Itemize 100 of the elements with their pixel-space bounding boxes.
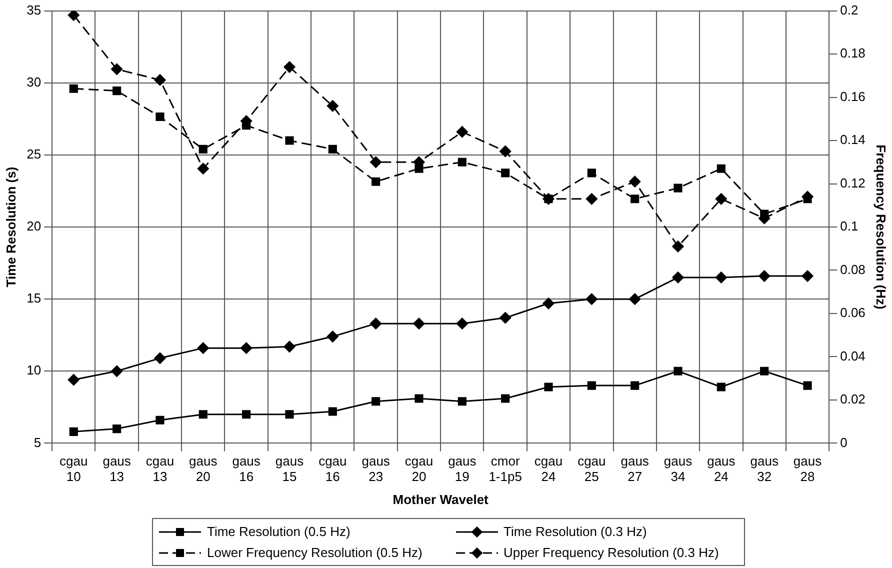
x-tick-label: gaus 13 <box>102 454 132 484</box>
x-tick-label: gaus 34 <box>664 454 693 484</box>
y2-tick-label: 0.06 <box>840 305 866 320</box>
point <box>629 176 641 188</box>
legend-label: Upper Frequency Resolution (0.3 Hz) <box>504 545 719 560</box>
point <box>630 194 640 204</box>
point <box>198 410 208 419</box>
x-tick-label: gaus 19 <box>448 454 477 484</box>
point <box>629 293 641 305</box>
point <box>672 240 684 252</box>
point <box>370 156 382 168</box>
point <box>715 193 727 205</box>
y-tick-label: 10 <box>26 362 42 378</box>
point <box>802 270 814 282</box>
point <box>630 381 640 390</box>
y-tick-label: 5 <box>34 434 42 450</box>
x-axis-title: Mother Wavelet <box>392 492 490 507</box>
y-tick-label: 15 <box>26 290 42 306</box>
point <box>112 86 122 96</box>
point <box>198 144 208 154</box>
point <box>328 407 337 416</box>
point <box>285 136 294 145</box>
legend-label: Time Resolution (0.3 Hz) <box>504 524 647 539</box>
y2-tick-label: 0.08 <box>840 262 866 277</box>
point <box>542 298 554 310</box>
point <box>458 158 466 166</box>
y2-tick-label: 0.12 <box>840 175 866 190</box>
x-tick-label: gaus 32 <box>750 454 779 484</box>
point <box>69 427 78 436</box>
x-tick-label: cgau 24 <box>534 454 563 484</box>
x-tick-label: gaus 15 <box>275 454 304 484</box>
y-tick-label: 30 <box>26 74 42 90</box>
y-axis-title: Time Resolution (s) <box>3 166 18 288</box>
point <box>328 144 337 154</box>
point <box>758 270 770 282</box>
point <box>803 194 812 204</box>
point <box>68 374 80 386</box>
point <box>154 352 166 364</box>
y-tick-label: 20 <box>26 218 42 234</box>
point <box>760 366 769 376</box>
point <box>370 318 382 330</box>
x-tick-label: gaus 16 <box>232 454 261 484</box>
point <box>500 146 512 158</box>
y2-tick-label: 0.2 <box>840 2 858 18</box>
point <box>111 63 123 75</box>
x-tick-label: cgau 10 <box>60 454 88 484</box>
y2-axis-title: Frequency Resolution (Hz) <box>874 144 889 310</box>
point <box>716 164 726 173</box>
point <box>586 293 598 305</box>
y2-tick-label: 0.16 <box>840 88 866 104</box>
point <box>154 74 166 86</box>
x-tick-label: gaus 20 <box>189 454 218 484</box>
y-tick-label: 25 <box>26 146 42 162</box>
point <box>240 342 252 354</box>
y2-tick-label: 0.14 <box>840 132 866 148</box>
point <box>458 397 466 406</box>
point <box>111 365 123 377</box>
point <box>672 272 684 284</box>
y2-tick-label: 0.04 <box>840 348 866 364</box>
point <box>544 382 553 392</box>
point <box>68 10 80 21</box>
point <box>326 330 338 342</box>
y-tick-label: 35 <box>26 2 42 18</box>
point <box>501 394 510 403</box>
legend-label: Time Resolution (0.5 Hz) <box>207 524 350 539</box>
point <box>156 112 164 122</box>
point <box>326 100 338 112</box>
point <box>284 340 296 352</box>
x-tick-label: cgau 13 <box>146 454 174 484</box>
point <box>197 342 209 354</box>
x-tick-label: gaus 28 <box>793 454 822 484</box>
point <box>112 424 122 434</box>
point <box>413 318 425 330</box>
point <box>242 410 251 419</box>
x-tick-label: gaus 27 <box>620 454 650 484</box>
point <box>414 164 424 173</box>
x-tick-label: gaus 23 <box>362 454 390 484</box>
point <box>501 168 510 178</box>
point <box>372 397 380 406</box>
point <box>197 162 209 174</box>
legend-label: Lower Frequency Resolution (0.5 Hz) <box>207 545 422 560</box>
point <box>456 126 468 138</box>
y2-tick-label: 0.02 <box>840 392 866 407</box>
x-tick-label: cgau 20 <box>404 454 434 484</box>
point <box>586 193 598 205</box>
point <box>156 416 164 424</box>
x-tick-label: cgau 25 <box>578 454 606 484</box>
y2-tick-label: 0.1 <box>840 218 858 234</box>
y2-tick-label: 0 <box>840 434 848 450</box>
point <box>372 177 380 186</box>
x-tick-label: gaus 24 <box>707 454 736 484</box>
point <box>803 381 812 390</box>
point <box>284 61 296 73</box>
point <box>587 168 596 178</box>
point <box>69 84 78 93</box>
point <box>285 410 294 419</box>
x-tick-label: cmor 1-1p5 <box>488 454 522 484</box>
point <box>674 366 682 376</box>
point <box>414 394 424 403</box>
point <box>715 272 727 284</box>
